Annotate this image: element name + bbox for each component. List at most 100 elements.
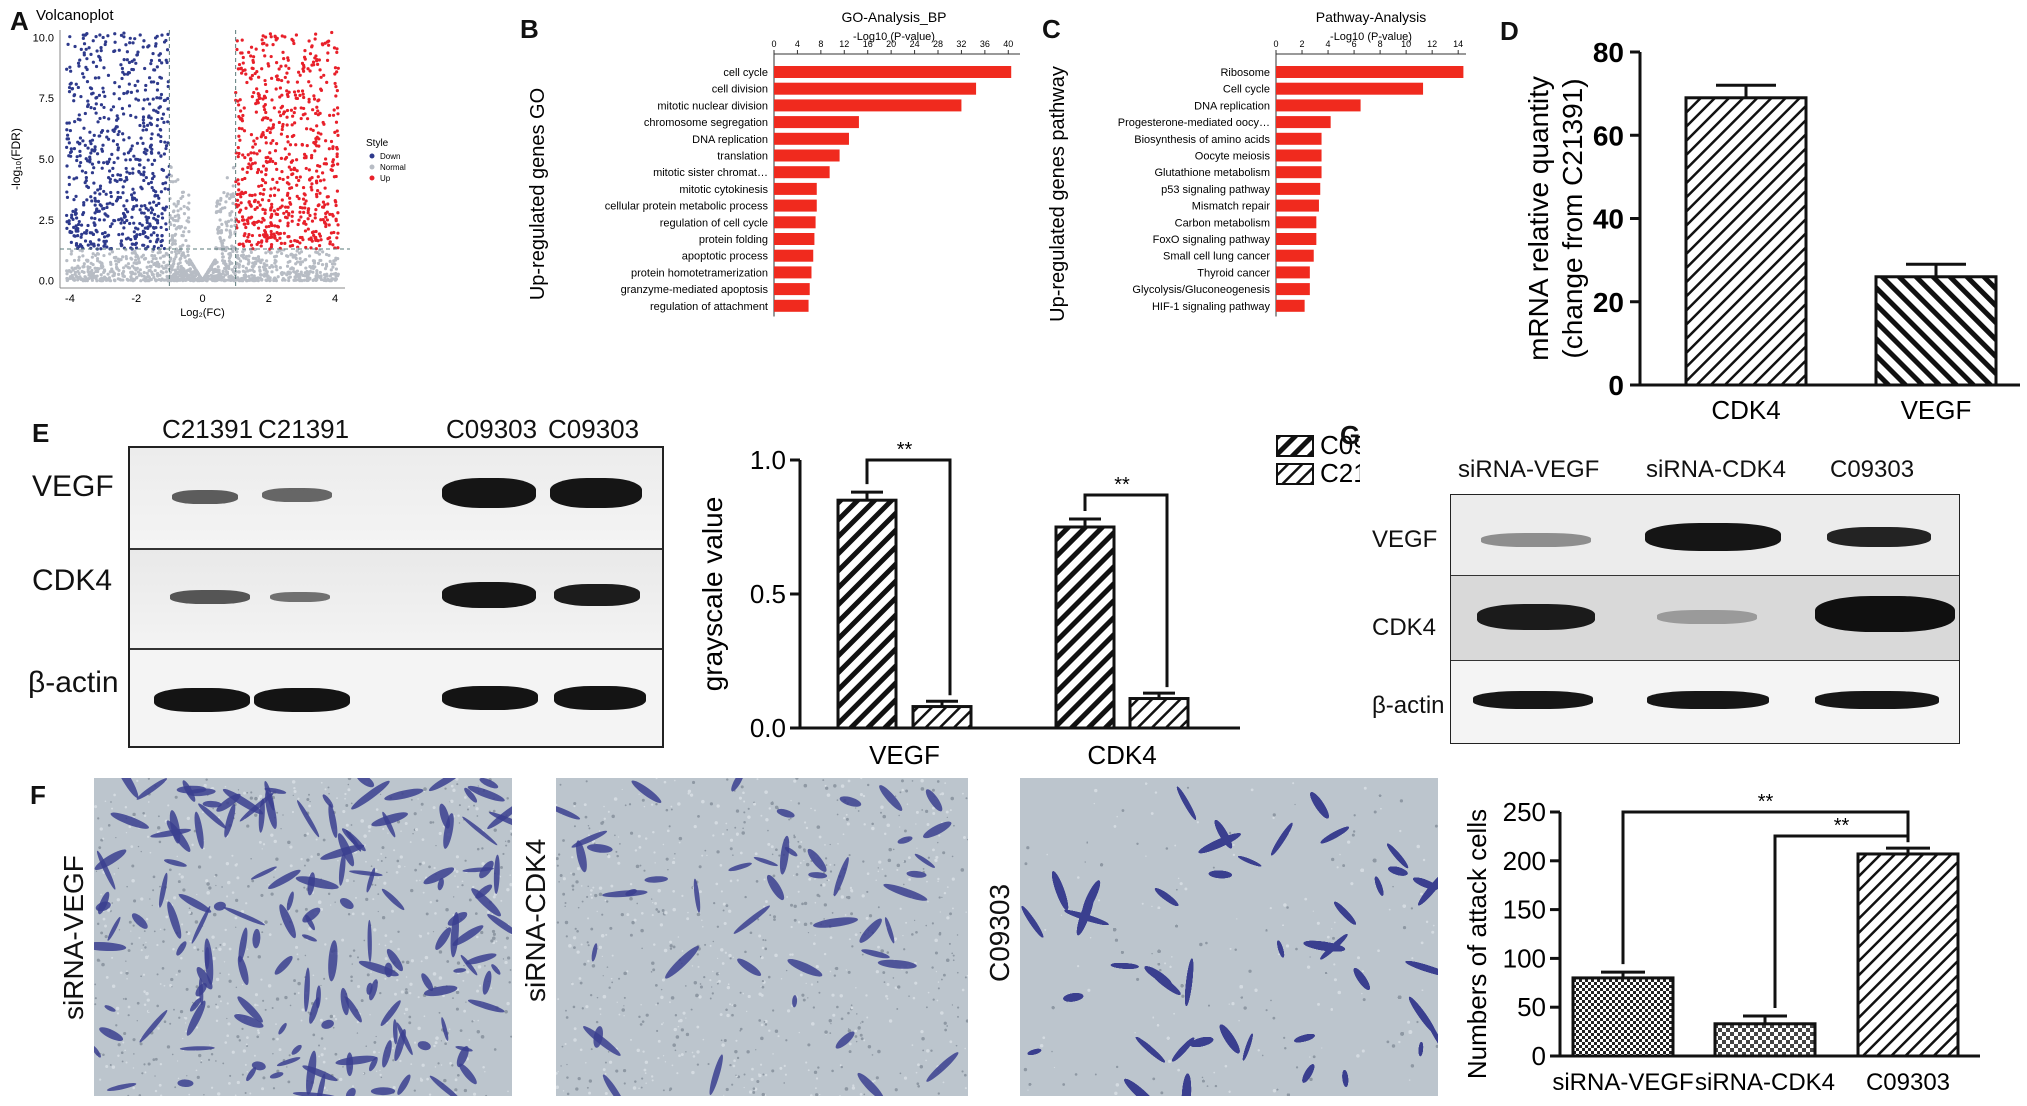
membrane-pore bbox=[130, 930, 132, 932]
membrane-pore bbox=[352, 949, 356, 952]
membrane-pore bbox=[607, 854, 611, 859]
scatter-point bbox=[294, 33, 298, 37]
scatter-point bbox=[245, 80, 249, 85]
scatter-point bbox=[296, 247, 300, 251]
scatter-point bbox=[255, 70, 259, 74]
scatter-point bbox=[218, 202, 222, 206]
membrane-pore bbox=[723, 1094, 725, 1096]
membrane-pore bbox=[852, 1084, 855, 1087]
membrane-pore bbox=[1309, 1056, 1311, 1058]
membrane-pore bbox=[601, 820, 605, 824]
scatter-point bbox=[88, 86, 93, 90]
scatter-point bbox=[72, 99, 76, 103]
membrane-pore bbox=[877, 1049, 881, 1054]
scatter-point bbox=[177, 216, 181, 220]
scatter-point bbox=[148, 102, 152, 106]
scatter-point bbox=[286, 140, 290, 144]
scatter-point bbox=[69, 270, 73, 274]
scatter-point bbox=[81, 212, 85, 217]
membrane-pore bbox=[1181, 994, 1185, 998]
scatter-point bbox=[260, 67, 264, 71]
scatter-point bbox=[98, 33, 102, 37]
scatter-point bbox=[225, 194, 229, 198]
scatter-point bbox=[135, 89, 139, 93]
membrane-pore bbox=[1332, 936, 1335, 940]
scatter-point bbox=[160, 61, 164, 65]
membrane-pore bbox=[903, 1076, 908, 1080]
stained-cell bbox=[107, 916, 121, 941]
scatter-point bbox=[278, 219, 282, 223]
membrane-pore bbox=[324, 788, 327, 791]
membrane-pore bbox=[433, 1044, 436, 1048]
scatter-point bbox=[174, 179, 178, 183]
stained-cell bbox=[443, 813, 454, 849]
membrane-pore bbox=[829, 870, 833, 873]
membrane-pore bbox=[709, 979, 712, 982]
membrane-pore bbox=[423, 790, 426, 793]
stained-cell bbox=[104, 1005, 116, 1012]
scatter-point bbox=[224, 228, 229, 232]
membrane-pore bbox=[827, 879, 830, 882]
scatter-point bbox=[260, 118, 265, 122]
membrane-pore bbox=[1228, 831, 1232, 835]
scatter-point bbox=[298, 256, 302, 261]
membrane-pore bbox=[855, 1040, 858, 1043]
scatter-point bbox=[304, 154, 308, 158]
membrane-pore bbox=[916, 847, 918, 849]
scatter-point bbox=[71, 209, 75, 213]
scatter-point bbox=[85, 104, 90, 109]
scatter-point bbox=[124, 158, 128, 162]
stained-cell bbox=[278, 1022, 287, 1035]
stained-cell bbox=[625, 889, 637, 897]
scatter-point bbox=[302, 221, 306, 225]
scatter-point bbox=[313, 56, 317, 60]
membrane-pore bbox=[270, 833, 274, 837]
scatter-point bbox=[88, 155, 92, 159]
stained-cell bbox=[196, 966, 213, 990]
scatter-point bbox=[78, 154, 82, 158]
membrane-pore bbox=[1362, 998, 1366, 1002]
membrane-pore bbox=[462, 979, 465, 982]
membrane-pore bbox=[871, 1054, 874, 1056]
membrane-pore bbox=[731, 1013, 734, 1017]
scatter-point bbox=[119, 239, 124, 243]
membrane-pore bbox=[651, 803, 654, 806]
membrane-pore bbox=[318, 1055, 321, 1058]
scatter-point bbox=[124, 166, 128, 171]
scatter-point bbox=[108, 157, 112, 161]
membrane-pore bbox=[476, 935, 479, 939]
membrane-pore bbox=[861, 953, 864, 956]
membrane-pore bbox=[728, 953, 732, 958]
scatter-point bbox=[334, 256, 338, 260]
membrane-pore bbox=[476, 847, 480, 851]
scatter-point bbox=[291, 114, 295, 118]
scatter-point bbox=[315, 144, 319, 148]
scatter-point bbox=[328, 259, 332, 263]
scatter-point bbox=[229, 193, 233, 197]
membrane-pore bbox=[351, 963, 353, 965]
scatter-point bbox=[324, 157, 328, 161]
membrane-pore bbox=[711, 992, 714, 995]
membrane-pore bbox=[1213, 1071, 1216, 1074]
membrane-pore bbox=[777, 1035, 780, 1038]
membrane-pore bbox=[506, 797, 509, 800]
scatter-point bbox=[128, 221, 132, 226]
scatter-point bbox=[317, 203, 321, 207]
scatter-point bbox=[298, 241, 302, 245]
membrane-pore bbox=[746, 1050, 750, 1054]
membrane-pore bbox=[764, 939, 767, 942]
scatter-point bbox=[142, 170, 146, 174]
scatter-point bbox=[161, 112, 166, 116]
scatter-point bbox=[122, 152, 126, 156]
membrane-pore bbox=[215, 977, 220, 982]
scatter-point bbox=[302, 63, 306, 67]
membrane-pore bbox=[261, 1087, 265, 1091]
membrane-pore bbox=[276, 1069, 280, 1073]
membrane-pore bbox=[231, 891, 235, 894]
membrane-pore bbox=[136, 1001, 140, 1005]
scatter-point bbox=[272, 232, 276, 236]
membrane-pore bbox=[665, 808, 669, 812]
bar bbox=[774, 216, 816, 229]
membrane-pore bbox=[247, 955, 250, 959]
